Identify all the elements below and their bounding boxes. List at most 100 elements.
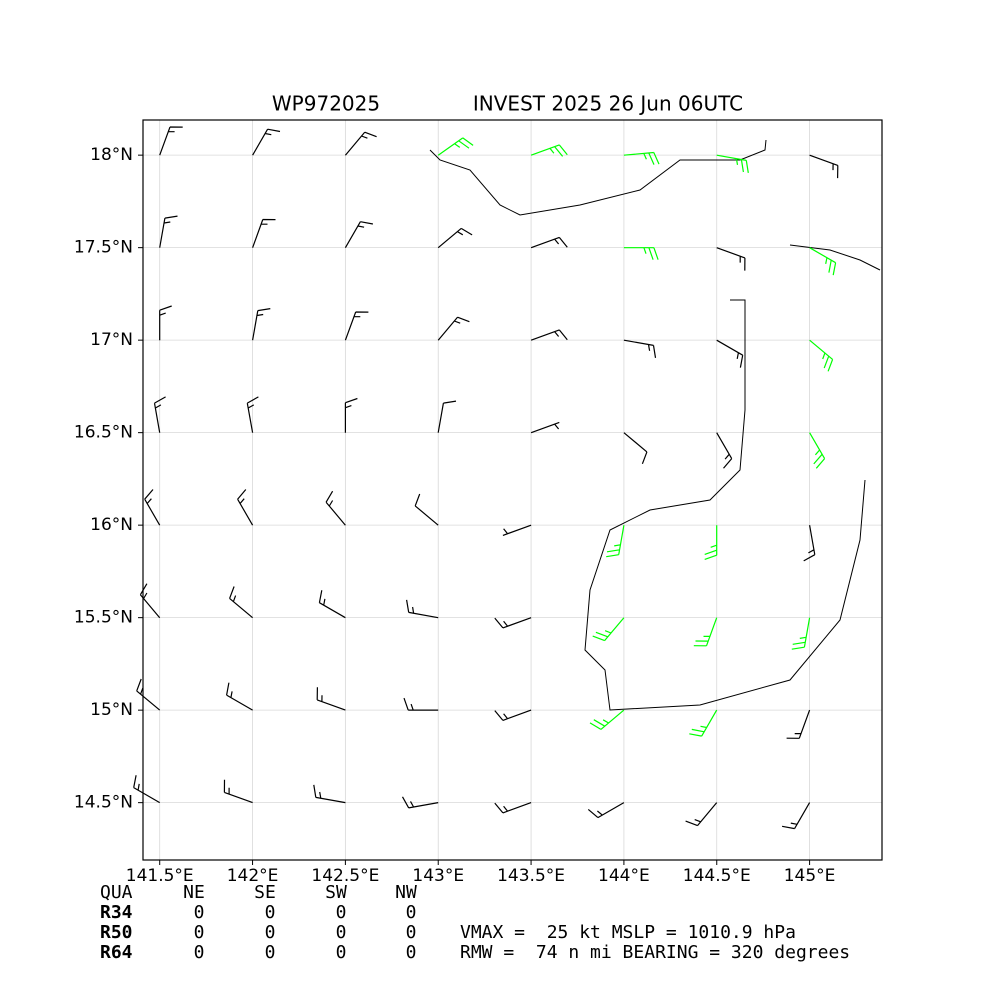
wind-barb [494,617,532,629]
wind-barb [401,796,439,809]
wind-barb [252,128,281,156]
wind-barb [313,784,346,804]
wind-barb [437,137,474,156]
wind-barb [344,397,358,433]
y-tick-label: 17°N [90,330,133,350]
wind-barb [252,218,276,248]
wind-barb [623,432,648,465]
table-cell: 0 [265,942,276,963]
wind-barb [437,400,457,433]
contour [429,139,767,216]
table-cell: 0 [194,942,205,963]
x-tick-label: 143°E [412,866,464,886]
wind-barb [223,779,253,804]
wind-barb [689,709,718,737]
wind-barb [437,227,473,249]
wind-barb [587,802,625,819]
wind-barb [144,489,161,526]
y-tick-label: 17.5°N [74,238,133,258]
row-label: R34 [100,902,133,923]
wind-barb [592,617,625,642]
wind-barb [803,525,816,562]
wind-barb [530,144,568,157]
y-tick-label: 15.5°N [74,608,133,628]
wind-barb [252,308,271,341]
wind-barb [229,586,253,619]
x-tick-label: 141.5°E [126,866,194,886]
wind-barb [716,339,744,368]
table-header: SE [254,882,276,903]
wind-barb [716,432,733,469]
table-cell: 0 [194,922,205,943]
wind-barb [318,590,346,619]
title-right: INVEST 2025 26 Jun 06UTC [473,92,743,116]
y-tick-label: 16°N [90,515,133,535]
wind-barb [494,802,532,814]
wind-barb [606,525,625,558]
wind-barb [530,329,568,341]
wind-barb [589,709,625,730]
table-cell: 0 [265,902,276,923]
wind-barb [786,709,811,739]
grid [143,120,882,860]
wind-barb [494,709,532,721]
table-header: NE [183,882,205,903]
y-tick-label: 14.5°N [74,793,133,813]
wind-barb [406,599,439,619]
wind-barb [237,489,254,526]
table-cell: 0 [194,902,205,923]
table-header: SW [325,882,347,903]
table-cell: 0 [336,942,347,963]
wind-barb [316,687,346,711]
table-header: QUA [100,882,133,903]
wind-barb [325,490,346,526]
wind-barb [344,311,369,341]
info-line: RMW = 74 n mi BEARING = 320 degrees [460,942,850,963]
wind-barb [502,524,532,536]
table-cell: 0 [265,922,276,943]
wind-barb [623,247,659,260]
wind-barb [437,316,470,341]
wind-barb [159,305,172,341]
wind-barb [153,396,166,433]
wind-barb [809,247,837,276]
wind-barb [159,215,178,248]
table-cell: 0 [336,902,347,923]
wind-barb [139,583,161,619]
wind-barb [530,421,560,434]
table-cell: 0 [406,942,417,963]
x-tick-label: 143.5°E [497,866,565,886]
wind-barb [133,775,160,804]
barb-field [133,126,839,830]
table-header: NW [395,882,417,903]
wind-barb [159,126,183,156]
wind-barb [623,151,660,165]
x-tick-label: 144°E [598,866,650,886]
wind-barb [716,247,746,271]
wind-barb [344,221,374,248]
wind-barb [693,617,718,647]
wind-barb [414,493,439,526]
table-cell: 0 [406,902,417,923]
x-tick-label: 142.5°E [311,866,379,886]
wind-barb [226,682,253,711]
y-tick-label: 18°N [90,145,133,165]
wind-barb [344,131,377,156]
wind-barb [716,154,749,173]
info-line: VMAX = 25 kt MSLP = 1010.9 hPa [460,922,796,943]
table-cell: 0 [406,922,417,943]
wind-barb [809,432,826,469]
wind-barb [685,802,718,827]
wind-barb [246,396,259,433]
wind-barb [403,697,439,711]
plot-frame [142,119,883,861]
x-tick-label: 145°E [784,866,836,886]
x-tick-label: 142°E [227,866,279,886]
row-label: R50 [100,922,133,943]
y-tick-label: 16.5°N [74,423,133,443]
wind-barb [809,154,839,179]
wind-barb [530,236,568,249]
x-tick-label: 144.5°E [683,866,751,886]
wind-barb [791,617,811,650]
